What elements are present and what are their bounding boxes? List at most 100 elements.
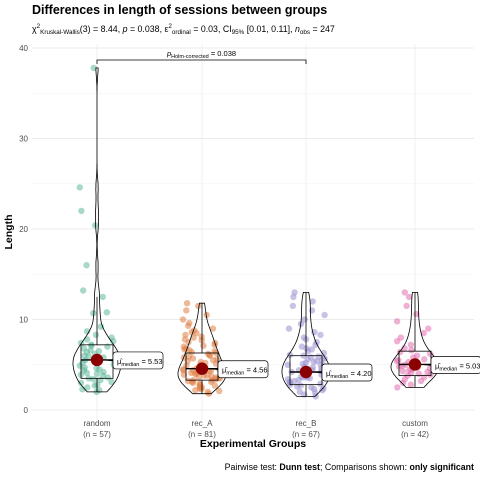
pairwise-bracket [96, 59, 307, 64]
data-point [401, 289, 408, 296]
median-label-box [112, 351, 164, 370]
x-tick-label: random [83, 419, 110, 428]
data-point [83, 336, 91, 343]
x-tick-label: rec_A [192, 419, 214, 428]
data-point [95, 348, 103, 355]
data-point [104, 343, 111, 350]
median-label-box [321, 363, 373, 382]
data-point [179, 316, 187, 323]
x-tick-n-label: (n = 57) [83, 430, 111, 439]
caption-prefix: Pairwise test: [224, 462, 280, 472]
data-point [289, 302, 297, 310]
data-point [408, 347, 415, 354]
x-tick-n-label: (n = 42) [401, 430, 429, 439]
data-point [216, 387, 223, 395]
data-point [90, 310, 97, 317]
subtitle-ci-sub: 95% [231, 29, 245, 36]
data-point [284, 361, 291, 368]
data-point [83, 262, 90, 269]
data-point [395, 357, 402, 364]
data-point [307, 354, 315, 361]
x-tick-label: custom [402, 419, 428, 428]
data-point [308, 346, 315, 353]
violin-outline [72, 67, 122, 393]
data-point [79, 386, 86, 393]
data-point [315, 353, 322, 360]
data-point [84, 384, 91, 391]
subtitle-chi-symbol: χ [32, 24, 37, 34]
data-point [76, 184, 84, 191]
violin-outline [281, 292, 331, 397]
data-point [91, 222, 99, 229]
subtitle-ci-label: CI [222, 24, 232, 34]
data-point [204, 350, 212, 358]
median-label: μ̂median = 4.20 [326, 369, 372, 380]
data-point [405, 293, 413, 301]
data-point [92, 331, 100, 339]
subtitle-ci-value: [0.01, 0.11] [246, 24, 291, 34]
data-point [421, 356, 428, 363]
data-point [420, 329, 427, 337]
data-point [321, 311, 328, 319]
data-point [97, 323, 105, 330]
data-point [80, 345, 88, 352]
median-label-box [217, 360, 269, 379]
subtitle-p-label: p [122, 24, 128, 34]
subtitle-statistic: (3) = 8.44 [79, 24, 118, 34]
subtitle-test-name: Kruskal-Wallis [40, 29, 80, 36]
group-random: μ̂median = 5.53 [72, 64, 164, 396]
data-point [286, 351, 294, 358]
data-point [427, 350, 434, 358]
median-dot [408, 358, 422, 371]
data-point [200, 342, 207, 349]
violin-outline [390, 292, 440, 388]
data-point [297, 382, 304, 389]
median-dot [195, 362, 209, 375]
data-point [180, 343, 187, 350]
data-point [394, 384, 401, 391]
data-point [309, 298, 316, 305]
data-point [90, 376, 97, 383]
median-label: μ̂median = 5.03 [435, 361, 480, 372]
median-label-leader [207, 368, 219, 371]
chart-subtitle: χ2Kruskal-Wallis(3) = 8.44, p = 0.038, ε… [32, 23, 335, 36]
subtitle-nobs-value: = 247 [312, 24, 335, 34]
y-tick-label: 40 [19, 44, 28, 53]
chart-title: Differences in length of sessions betwee… [32, 3, 328, 17]
data-point [300, 334, 308, 341]
median-label: μ̂median = 5.53 [117, 357, 163, 368]
x-axis-title: Experimental Groups [200, 438, 306, 450]
data-point [207, 367, 215, 375]
median-label: μ̂median = 4.56 [222, 366, 268, 377]
subtitle-effsize-symbol: ε [164, 24, 169, 34]
data-point [180, 367, 187, 374]
subtitle-effsize-sub: ordinal [171, 29, 191, 36]
data-point [301, 316, 308, 323]
data-point [291, 289, 298, 296]
data-point [183, 300, 191, 307]
x-tick-n-label: (n = 67) [292, 430, 320, 439]
data-point [425, 325, 432, 332]
data-point [204, 388, 211, 396]
subtitle-nobs-sub: obs [299, 29, 311, 36]
data-point [285, 325, 293, 332]
data-point [397, 334, 404, 341]
y-axis-title: Length [3, 215, 15, 250]
caption-middle: ; Comparisons shown: [319, 462, 410, 472]
group-rec_A: μ̂median = 4.56 [177, 300, 269, 397]
data-point [103, 309, 111, 316]
data-point [203, 311, 210, 319]
data-point [308, 307, 316, 314]
data-point [198, 386, 205, 393]
median-label-leader [420, 364, 432, 366]
data-point [108, 378, 115, 386]
data-point [320, 349, 328, 357]
data-point [407, 381, 414, 388]
data-point [303, 345, 310, 352]
median-label-box [430, 356, 480, 374]
subtitle-nobs-label: n [294, 24, 300, 34]
data-point [108, 334, 115, 341]
y-tick-label: 0 [24, 406, 29, 415]
data-point [413, 352, 421, 359]
